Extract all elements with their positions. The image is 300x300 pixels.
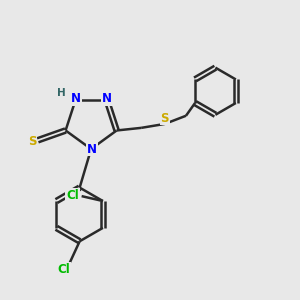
Text: Cl: Cl	[66, 189, 79, 202]
Text: H: H	[57, 88, 66, 98]
Text: N: N	[71, 92, 81, 105]
Text: Cl: Cl	[58, 263, 70, 276]
Text: N: N	[102, 92, 112, 105]
Text: S: S	[28, 135, 36, 148]
Text: S: S	[160, 112, 169, 124]
Text: N: N	[87, 142, 97, 155]
